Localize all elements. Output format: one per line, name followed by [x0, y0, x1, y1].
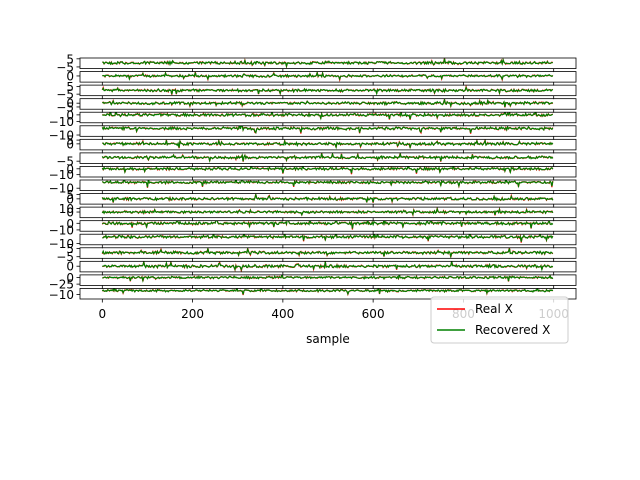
series-recovered-x-line [101, 247, 554, 259]
series-recovered-x-line [101, 166, 554, 175]
subplot-9: 0−10 [49, 162, 577, 182]
legend-frame [430, 296, 569, 344]
subplot-16: 0 [66, 260, 577, 276]
y-tick-label: 5 [66, 188, 74, 202]
series-recovered-x-line [101, 220, 554, 230]
series-recovered-x-line [101, 207, 554, 217]
series-recovered-x-line [102, 139, 554, 150]
subplot-17: 0−25 [49, 271, 577, 292]
y-tick-label: −10 [49, 129, 74, 143]
y-tick-label: 5 [66, 80, 74, 94]
series-recovered-x-line [101, 288, 554, 296]
y-tick-label: 5 [66, 52, 74, 66]
subplot-13: 0−10 [49, 217, 577, 237]
series-recovered-x-line [102, 58, 553, 69]
y-tick-label: −5 [56, 155, 74, 169]
subplot-18: −10 [49, 288, 577, 303]
subplot-8: −5 [56, 152, 577, 169]
x-tick-label: 200 [181, 307, 204, 321]
series-recovered-x-line [101, 125, 554, 134]
x-tick-label: 400 [271, 307, 294, 321]
subplot-1: 5−5 [56, 52, 577, 74]
series-recovered-x-line [101, 193, 554, 204]
subplot-frame [79, 274, 577, 286]
y-tick-label: 0 [66, 260, 74, 274]
subplot-frame [79, 288, 577, 300]
subplot-frame [79, 260, 577, 273]
y-tick-label: 0 [66, 108, 74, 122]
x-tick-label: 0 [98, 307, 106, 321]
y-tick-label: −10 [49, 223, 74, 237]
subplot-frame [79, 233, 577, 246]
y-tick-label: −5 [56, 250, 74, 264]
subplot-frame [79, 71, 577, 83]
legend-label-real-x: Real X [475, 302, 513, 316]
subplot-stack: 5−505−50−50−10−1050−50−10−10501000−10−10… [49, 52, 577, 303]
x-tick-label: 600 [362, 307, 385, 321]
y-tick-label: −10 [49, 182, 74, 196]
subplot-frame [79, 84, 577, 97]
y-tick-label: −10 [49, 288, 74, 302]
y-tick-label: −5 [56, 60, 74, 74]
subplot-7: 50 [66, 134, 577, 154]
y-tick-label: −10 [49, 237, 74, 251]
y-tick-label: 10 [59, 202, 74, 216]
series-recovered-x-line [102, 112, 554, 121]
subplot-15: 5−5 [56, 242, 577, 264]
y-tick-label: 0 [66, 206, 74, 220]
y-tick-label: 0 [66, 192, 74, 206]
subplot-5: 0−10 [49, 108, 577, 129]
subplot-frame [79, 247, 577, 259]
subplot-3: 5−5 [56, 80, 577, 102]
subplot-6: −10 [49, 125, 577, 143]
subplot-frame [79, 98, 577, 110]
y-tick-label: −5 [56, 88, 74, 102]
y-tick-label: −10 [49, 115, 74, 129]
series-recovered-x-line [102, 261, 554, 272]
series-recovered-x-line [101, 152, 554, 163]
y-tick-label: 0 [66, 97, 74, 111]
subplot-frame [79, 125, 577, 137]
y-tick-label: 0 [66, 271, 74, 285]
y-tick-label: 0 [66, 137, 74, 151]
y-tick-label: −5 [56, 100, 74, 114]
subplot-frame [79, 220, 577, 232]
subplot-frame [79, 111, 577, 124]
legend-label-recovered-x: Recovered X [475, 323, 550, 337]
subplot-frame [79, 152, 577, 164]
y-tick-label: −10 [49, 168, 74, 182]
series-recovered-x-line [102, 98, 554, 109]
series-recovered-x-line [102, 274, 554, 283]
y-tick-label: −25 [49, 278, 74, 292]
series-recovered-x-line [101, 85, 554, 96]
series-recovered-x-line [102, 234, 554, 243]
y-tick-label: 0 [66, 162, 74, 176]
y-tick-label: 0 [66, 69, 74, 83]
y-tick-label: 5 [66, 134, 74, 148]
y-tick-label: 0 [66, 217, 74, 231]
subplot-frame [79, 138, 577, 151]
series-recovered-x-line [102, 71, 554, 81]
subplot-frame [79, 166, 577, 178]
subplot-11: 50 [66, 188, 577, 208]
subplot-frame [79, 179, 577, 191]
x-axis-label: sample [306, 332, 350, 346]
subplot-4: 0−5 [56, 97, 577, 114]
y-tick-label: 5 [66, 242, 74, 256]
subplot-14: −10 [49, 233, 577, 251]
subplot-frame [79, 57, 577, 69]
legend: Real X Recovered X [430, 296, 569, 344]
series-recovered-x-line [101, 180, 554, 189]
